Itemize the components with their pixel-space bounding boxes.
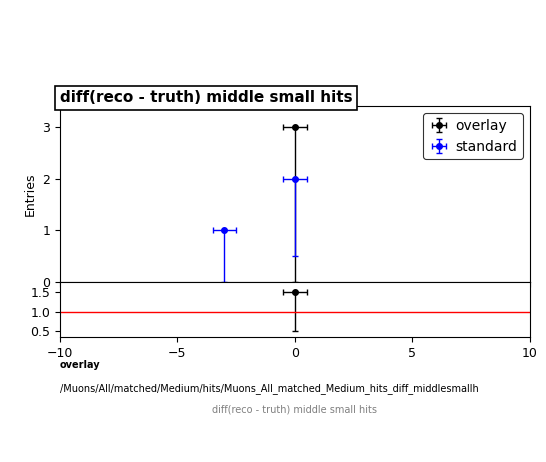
Text: diff(reco - truth) middle small hits: diff(reco - truth) middle small hits [212,404,377,414]
Text: /Muons/All/matched/Medium/hits/Muons_All_matched_Medium_hits_diff_middlesmallh: /Muons/All/matched/Medium/hits/Muons_All… [60,383,479,395]
Text: diff(reco - truth) middle small hits: diff(reco - truth) middle small hits [60,90,353,105]
Text: overlay: overlay [60,360,100,371]
Y-axis label: Entries: Entries [24,172,37,216]
Legend: overlay, standard: overlay, standard [423,113,523,159]
